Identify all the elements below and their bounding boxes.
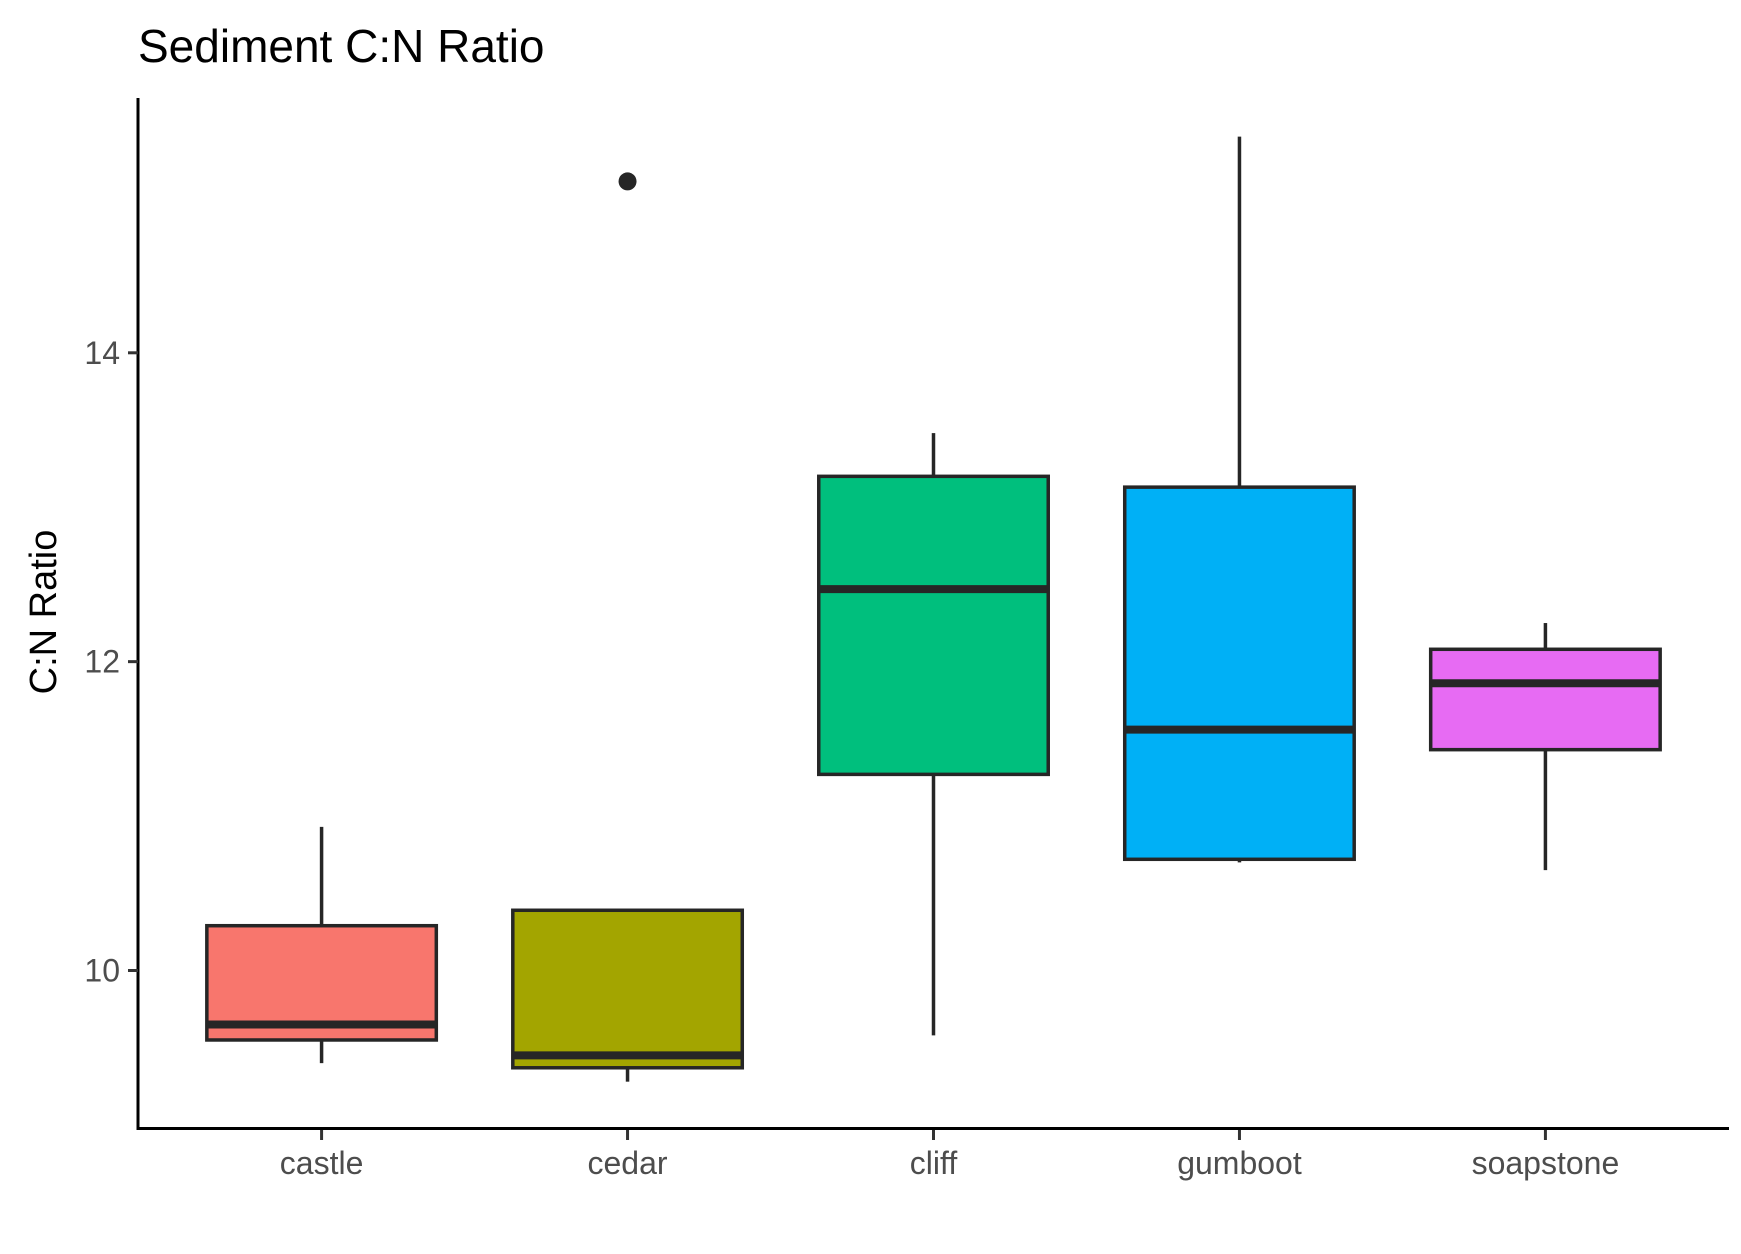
- x-tick-label-castle: castle: [280, 1145, 364, 1181]
- chart-title: Sediment C:N Ratio: [138, 20, 545, 72]
- x-axis-ticks: castle cedar cliff gumboot soapstone: [280, 1130, 1619, 1181]
- x-tick-label-cliff: cliff: [910, 1145, 958, 1181]
- y-axis-title: C:N Ratio: [23, 530, 65, 695]
- box-gumboot: [1122, 485, 1356, 862]
- box-soapstone: [1428, 647, 1662, 752]
- box-cedar: [511, 908, 745, 1070]
- x-tick-label-soapstone: soapstone: [1472, 1145, 1620, 1181]
- y-tick-label: 14: [84, 335, 120, 371]
- box-group-gumboot: [1122, 136, 1356, 863]
- box-cliff: [817, 474, 1050, 777]
- y-tick-label: 10: [84, 952, 120, 988]
- y-tick-label: 12: [84, 644, 120, 680]
- outlier-cedar-0: [618, 172, 637, 191]
- x-tick-label-gumboot: gumboot: [1177, 1145, 1302, 1181]
- box-group-cliff: [817, 433, 1050, 1036]
- box-group-castle: [205, 826, 439, 1064]
- y-axis-ticks: 10 12 14: [84, 335, 138, 988]
- box-group-soapstone: [1428, 623, 1662, 871]
- plot-area: [205, 136, 1662, 1082]
- box-group-cedar: [511, 172, 745, 1082]
- x-tick-label-cedar: cedar: [588, 1145, 668, 1181]
